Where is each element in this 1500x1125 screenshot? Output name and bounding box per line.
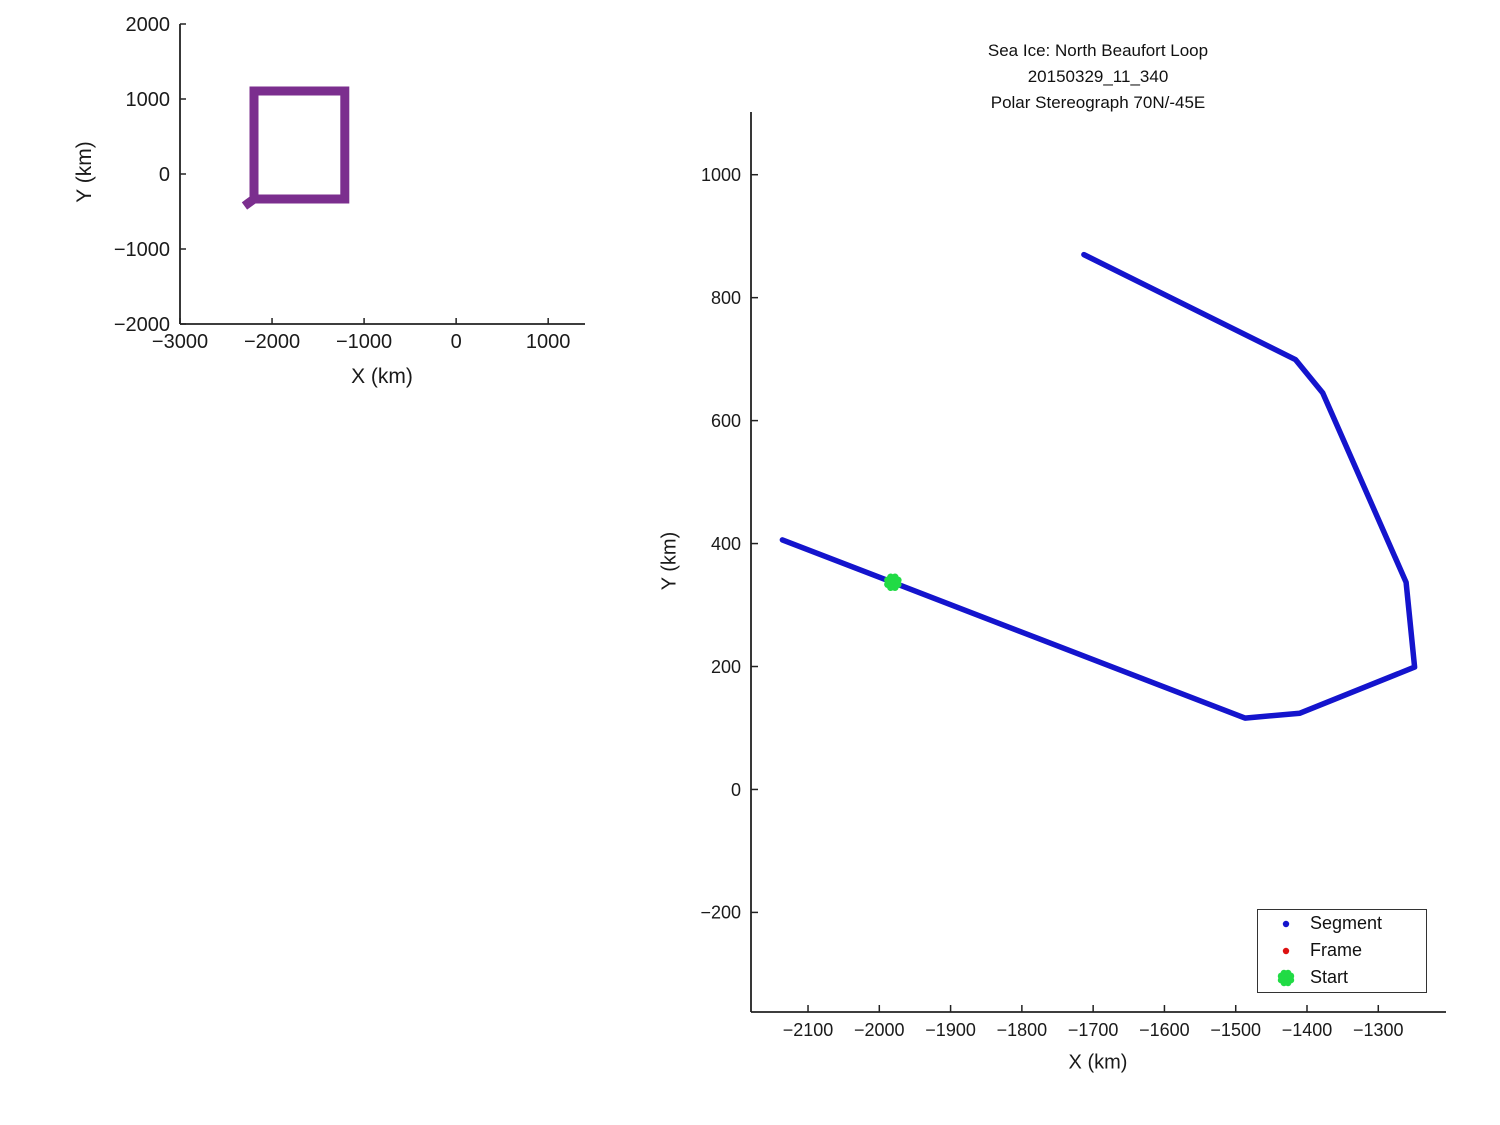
segment-dot-icon — [1258, 910, 1310, 937]
x-tick-label: 1000 — [526, 331, 571, 353]
start-marker — [884, 573, 902, 592]
x-tick-label: −1500 — [1210, 1020, 1261, 1040]
x-tick-label: 0 — [451, 331, 462, 353]
overview-xaxis-label: X (km) — [351, 365, 413, 388]
overview-yaxis-label: Y (km) — [73, 141, 96, 203]
segment-yaxis-label: Y (km) — [658, 531, 681, 591]
x-tick-label: −1700 — [1068, 1020, 1119, 1040]
segment-path — [779, 251, 1418, 721]
y-tick-label: 800 — [711, 288, 741, 308]
segment-legend-marker — [1282, 920, 1290, 928]
planned-loop-box — [249, 86, 350, 204]
y-tick-label: 1000 — [701, 165, 741, 185]
start-legend-marker — [1277, 969, 1295, 987]
figure-title: Sea Ice: North Beaufort Loop 20150329_11… — [898, 38, 1298, 116]
y-tick-label: 400 — [711, 534, 741, 554]
x-tick-label: −1300 — [1353, 1020, 1404, 1040]
figure-title-line3: Polar Stereograph 70N/-45E — [990, 93, 1206, 112]
legend-row-segment: Segment — [1258, 910, 1426, 937]
figure-title-line2: 20150329_11_340 — [1027, 67, 1169, 86]
y-tick-label: −1000 — [114, 239, 170, 261]
legend-row-frame: Frame — [1258, 937, 1426, 964]
x-tick-label: −1400 — [1282, 1020, 1333, 1040]
segment-track-plot: −2100 −2000 −1900 −1800 −1700 −1600 −1500 −1400… — [700, 112, 1446, 1040]
legend-start-blob — [1277, 969, 1295, 987]
legend-row-start: Start — [1258, 964, 1426, 991]
y-tick-label: 0 — [159, 164, 170, 186]
y-tick-label: 1000 — [126, 89, 171, 111]
legend-box: Segment Frame Start — [1257, 909, 1427, 993]
legend-label-start: Start — [1310, 967, 1349, 987]
frame-legend-marker — [1282, 947, 1290, 955]
x-tick-label: −1000 — [336, 331, 392, 353]
legend-dot — [1282, 947, 1290, 955]
start-blob-icon — [1258, 964, 1310, 991]
legend-label-frame: Frame — [1310, 940, 1363, 960]
x-tick-label: −1900 — [925, 1020, 976, 1040]
x-tick-label: −2000 — [244, 331, 300, 353]
y-tick-label: 600 — [711, 411, 741, 431]
legend-label-segment: Segment — [1310, 913, 1383, 933]
x-tick-label: −1800 — [997, 1020, 1048, 1040]
x-tick-label: −1600 — [1139, 1020, 1190, 1040]
y-tick-label: 2000 — [126, 14, 171, 36]
x-tick-label: −3000 — [152, 331, 208, 353]
segment-xaxis-label: X (km) — [1068, 1051, 1128, 1074]
legend-dot — [1282, 920, 1290, 928]
y-tick-label: 0 — [731, 780, 741, 800]
y-tick-label: −200 — [700, 903, 741, 923]
frame-dot-icon — [1258, 937, 1310, 964]
loop-start-stub — [241, 192, 261, 210]
x-tick-label: −2000 — [854, 1020, 905, 1040]
x-tick-label: −2100 — [783, 1020, 834, 1040]
y-tick-label: 200 — [711, 657, 741, 677]
figure-title-line1: Sea Ice: North Beaufort Loop — [987, 41, 1209, 60]
y-tick-label: −2000 — [114, 314, 170, 336]
